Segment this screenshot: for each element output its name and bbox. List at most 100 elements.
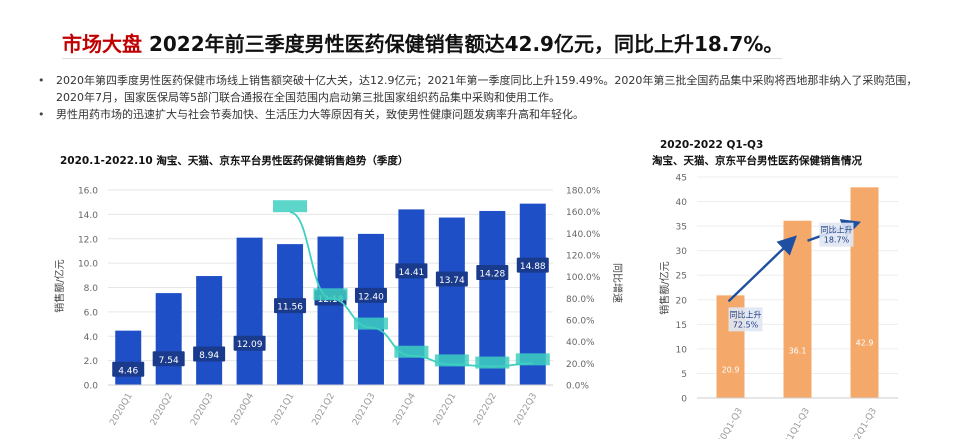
title-tag: 市场大盘 <box>62 32 142 56</box>
chart1-growth-label-box <box>515 353 550 366</box>
chart1-bar <box>196 276 223 385</box>
chart1-bar-label: 12.40 <box>358 292 384 302</box>
chart1-y-tick: 4.0 <box>84 333 99 343</box>
chart1-growth-label-box <box>313 288 348 301</box>
chart1-y2-tick: 160.0% <box>566 208 601 218</box>
chart2-bar-label: 42.9 <box>856 338 874 347</box>
chart1-y2-tick: 20.0% <box>566 360 595 370</box>
chart2-growth-arrow <box>807 219 862 242</box>
chart2-y-tick: 10 <box>676 345 688 355</box>
chart1-bar <box>398 209 425 385</box>
chart1-bar <box>236 237 263 385</box>
chart1-bar-label-box <box>476 264 509 280</box>
chart1-growth-line <box>289 211 533 368</box>
chart2-x-tick: 2020Q1-Q3 <box>710 407 745 439</box>
chart2-x-tick: 2021Q1-Q3 <box>777 407 812 439</box>
chart1-bar <box>155 293 182 385</box>
chart1-bar-label: 13.74 <box>439 276 465 286</box>
chart1-y-tick: 0.0 <box>84 382 99 392</box>
chart1-y-tick: 8.0 <box>84 284 99 294</box>
chart1-bar-label-box <box>354 287 387 303</box>
chart2-y-tick: 15 <box>676 321 687 331</box>
page-title: 市场大盘 2022年前三季度男性医药保健销售额达42.9亿元，同比上升18.7%… <box>62 28 783 58</box>
chart1-bar-label-box <box>152 351 185 367</box>
chart1-x-tick: 2020Q2 <box>149 392 176 428</box>
title-main: 2022年前三季度男性医药保健销售额达42.9亿元，同比上升18.7%。 <box>148 32 784 56</box>
chart1-y2-tick: 120.0% <box>566 252 601 262</box>
chart2-title-line2: 淘宝、天猫、京东平台男性医药保健销售情况 <box>652 155 862 167</box>
chart1-y-tick: 16.0 <box>78 187 98 197</box>
chart1-x-tick: 2022Q1 <box>432 392 459 428</box>
chart2-annotation-value: 18.7% <box>824 236 850 245</box>
chart1-bar-label: 14.41 <box>399 268 425 278</box>
chart2-annotation-value: 72.5% <box>733 320 759 329</box>
chart2-y-tick: 20 <box>676 296 688 306</box>
chart1-bar-label-box <box>516 257 549 273</box>
chart1-y2-tick: 140.0% <box>566 230 601 240</box>
chart1-title: 2020.1-2022.10 淘宝、天猫、京东平台男性医药保健销售趋势（季度） <box>60 155 409 167</box>
chart1-y2-tick: 40.0% <box>566 338 595 348</box>
chart1-growth-label-box <box>434 354 469 367</box>
chart1-bar-label: 12.09 <box>237 340 263 350</box>
chart1-y-tick: 2.0 <box>84 357 99 367</box>
chart1-bar <box>519 203 546 385</box>
chart1-y2-tick: 180.0% <box>566 187 601 197</box>
title-divider <box>62 58 782 59</box>
chart1-bar-label-box <box>233 335 266 351</box>
bullet-item: 2020年第四季度男性医药保健市场线上销售额突破十亿大关，达12.9亿元；202… <box>38 72 943 106</box>
chart1-x-tick: 2022Q3 <box>513 392 540 428</box>
chart1-growth-label-box <box>353 317 388 330</box>
chart1-bar-label: 12.18 <box>318 295 344 305</box>
chart1-x-tick: 2020Q1 <box>108 392 135 428</box>
chart1-bar-label: 14.28 <box>479 269 505 279</box>
chart2-bar <box>850 187 879 398</box>
chart2-annotation-box <box>728 307 763 332</box>
chart2-bar-label: 20.9 <box>722 365 740 374</box>
chart1-bar <box>357 233 384 385</box>
chart1-y-axis-label: 销售额/亿元 <box>53 259 66 312</box>
chart1-bar-label-box <box>314 290 347 306</box>
chart1-growth-label-box <box>475 356 510 369</box>
chart2-y-tick: 30 <box>676 247 688 257</box>
chart1-y-tick: 6.0 <box>84 308 99 318</box>
chart2-y-tick: 0 <box>681 395 687 405</box>
chart1-bar-label-box <box>274 298 307 314</box>
chart1-y2-tick: 100.0% <box>566 273 601 283</box>
chart2-annotation-text: 同比上升 <box>730 309 762 319</box>
bullet-item: 男性用药市场的迅速扩大与社会节奏加快、生活压力大等原因有关，致使男性健康问题发病… <box>38 106 943 123</box>
chart1-bar-label-box <box>112 361 145 377</box>
chart1-bar-label-box <box>435 271 468 287</box>
chart1-x-tick: 2021Q1 <box>270 392 297 428</box>
chart1-y2-tick: 80.0% <box>566 295 595 305</box>
chart1-x-tick: 2022Q2 <box>472 392 499 428</box>
chart2-annotation-text: 同比上升 <box>821 225 853 235</box>
chart1-x-tick: 2021Q3 <box>351 392 378 428</box>
chart1-bar-label: 11.56 <box>277 303 303 313</box>
chart1-y-tick: 14.0 <box>78 211 98 221</box>
chart2-y-tick: 45 <box>676 174 687 184</box>
chart1-growth-label-box <box>394 345 429 358</box>
chart1-bar <box>317 236 344 385</box>
chart2-annotation-box <box>819 222 854 247</box>
chart2-bar-label: 36.1 <box>789 347 807 356</box>
chart1-bar <box>277 244 304 385</box>
chart1-y2-tick: 60.0% <box>566 317 595 327</box>
chart1-y2-tick: 0.0% <box>566 382 589 392</box>
chart2-growth-arrow <box>727 235 797 303</box>
chart2-y-tick: 40 <box>676 198 688 208</box>
chart2-y-axis-label: 销售额/亿元 <box>658 261 671 314</box>
chart1-x-tick: 2021Q2 <box>311 392 338 428</box>
chart2-x-tick: 2022Q1-Q3 <box>844 407 879 439</box>
chart2-y-tick: 35 <box>676 223 687 233</box>
chart1-bar-label-box <box>395 263 428 279</box>
chart1-x-tick: 2020Q4 <box>230 391 257 427</box>
bullet-list: 2020年第四季度男性医药保健市场线上销售额突破十亿大关，达12.9亿元；202… <box>38 72 943 123</box>
chart1-x-tick: 2020Q3 <box>189 392 216 428</box>
chart1-bar <box>438 217 465 385</box>
chart1-bar-label-box <box>193 346 226 362</box>
chart1-bar-label: 4.46 <box>118 366 138 376</box>
chart1-bar <box>479 210 506 385</box>
chart1-bar-label: 7.54 <box>159 356 179 366</box>
chart2-y-tick: 5 <box>681 370 687 380</box>
